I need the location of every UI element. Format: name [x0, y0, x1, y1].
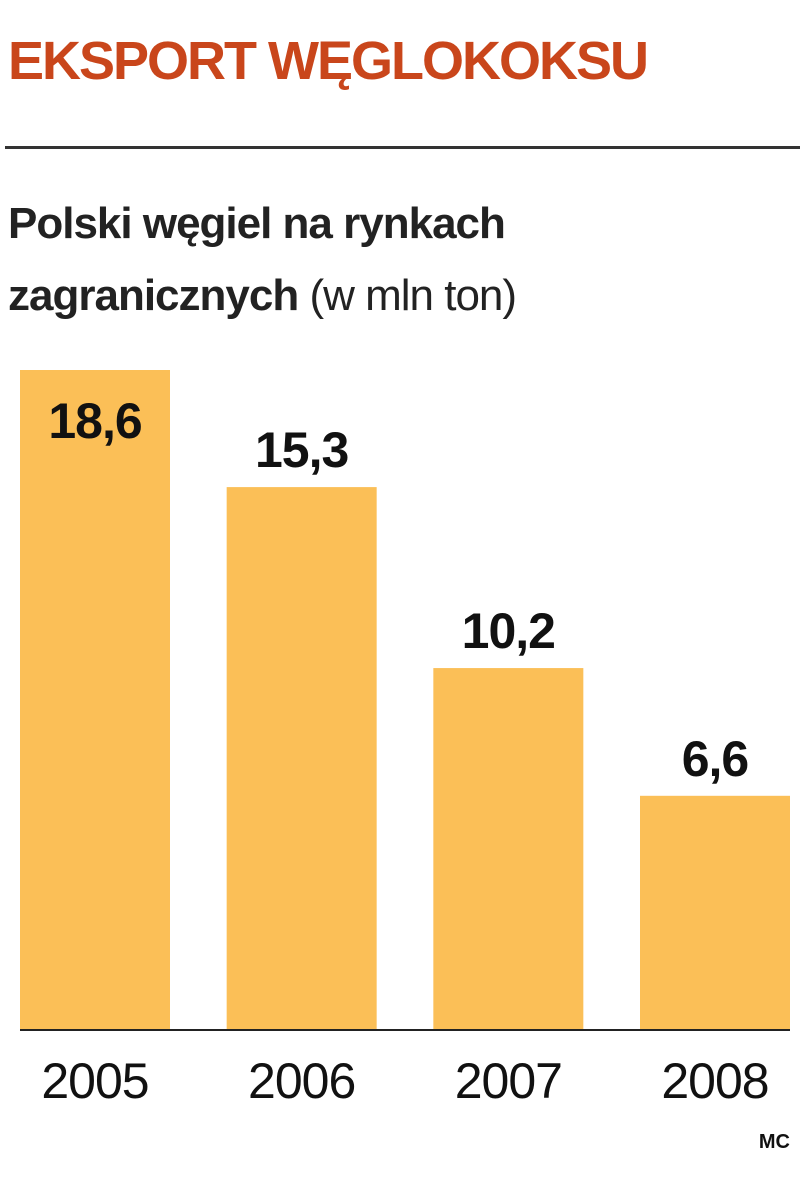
value-label: 15,3 [255, 422, 348, 478]
title-rule [5, 146, 800, 149]
unit-label: (w mln ton) [309, 271, 517, 320]
bar [20, 370, 170, 1030]
chart-subtitle: Polski węgiel na rynkach zagranicznych [8, 199, 506, 320]
bar [226, 487, 377, 1030]
value-label: 18,6 [48, 393, 141, 449]
bar [640, 795, 790, 1030]
bar [433, 668, 584, 1030]
value-label: 6,6 [682, 731, 749, 787]
x-tick-label: 2005 [41, 1053, 148, 1109]
x-tick-label: 2006 [248, 1053, 355, 1109]
value-label: 10,2 [462, 603, 555, 659]
x-tick-label: 2008 [661, 1053, 768, 1109]
source: MC [759, 1131, 790, 1153]
chart-title: EKSPORT WĘGLOKOKSU [8, 31, 649, 91]
subtitle-block: Polski węgiel na rynkach zagranicznych (… [8, 188, 648, 332]
x-tick-label: 2007 [455, 1053, 562, 1109]
